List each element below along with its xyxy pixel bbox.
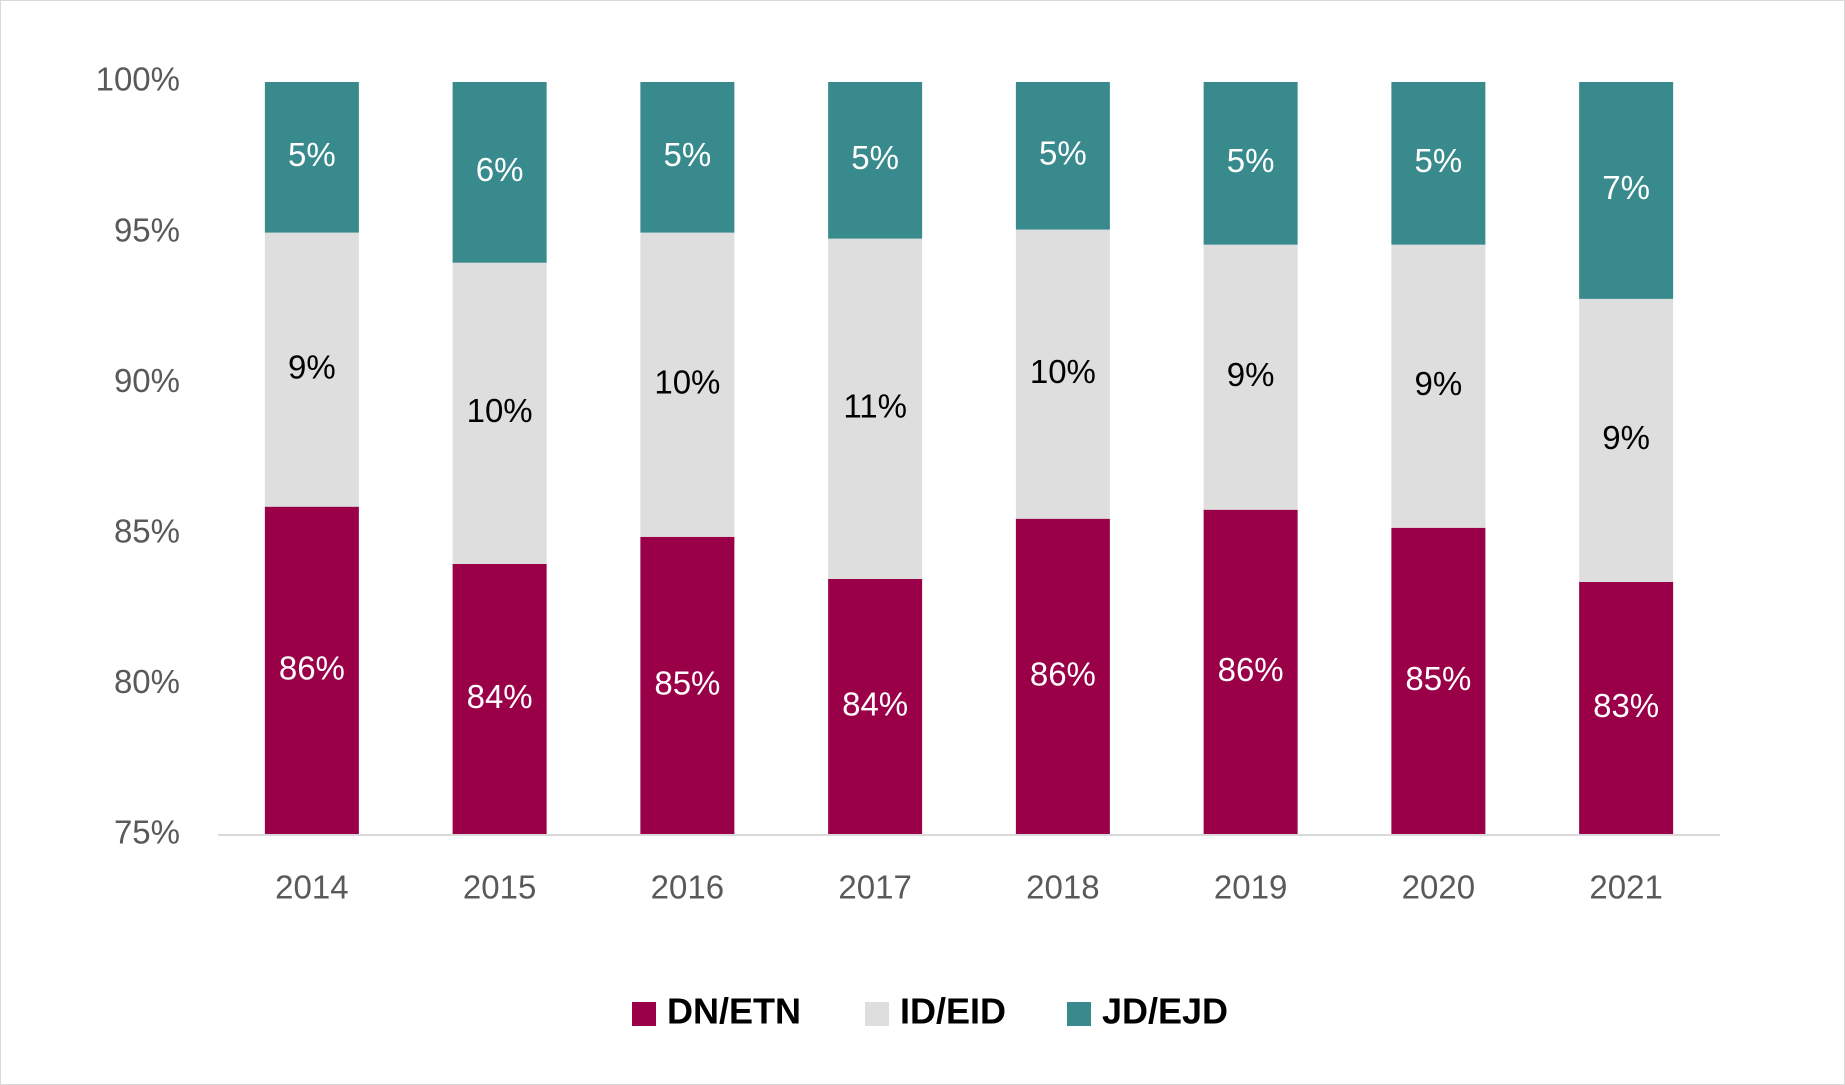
data-label: 5% [664,136,712,173]
x-tick-label: 2018 [1026,869,1099,906]
bar-segment [828,578,923,835]
y-tick-label: 75% [114,814,180,851]
bar-segment [1015,82,1110,230]
legend-marker [632,1002,656,1026]
data-label: 84% [842,686,908,723]
data-label: 86% [1218,651,1284,688]
y-tick-label: 95% [114,211,180,248]
legend-label: DN/ETN [667,991,801,1032]
bar-segment [1579,298,1674,582]
x-tick-label: 2021 [1589,869,1662,906]
x-tick-label: 2020 [1402,869,1475,906]
legend-marker [1067,1002,1091,1026]
data-label: 6% [476,151,524,188]
data-label: 10% [654,363,720,400]
data-label: 10% [1030,353,1096,390]
bar-segment [1015,229,1110,519]
data-label: 83% [1593,687,1659,724]
y-tick-label: 80% [114,663,180,700]
data-label: 85% [1405,660,1471,697]
x-tick-label: 2014 [275,869,348,906]
data-label: 11% [843,388,907,425]
bar-segment [640,82,735,233]
data-label: 5% [1039,135,1087,172]
bar-segment [1579,581,1674,835]
y-tick-label: 100% [96,61,180,98]
bar-segment [1391,527,1486,835]
x-tick-label: 2016 [651,869,724,906]
bar-segment [264,506,359,835]
y-tick-label: 85% [114,513,180,550]
data-label: 9% [1415,365,1463,402]
bar-segment [452,82,547,263]
data-label: 85% [654,665,720,702]
bar-segment [1203,509,1298,835]
bar-segment [1203,244,1298,510]
data-label: 7% [1602,169,1650,206]
bar-segment [640,536,735,835]
data-label: 84% [467,678,533,715]
bar-segment [828,238,923,579]
data-label: 5% [1227,142,1275,179]
data-label: 5% [1415,142,1463,179]
y-tick-label: 90% [114,362,180,399]
legend-marker [865,1002,889,1026]
data-label: 86% [279,650,345,687]
bar-segment [640,232,735,537]
data-label: 9% [288,348,336,385]
x-tick-label: 2017 [838,869,911,906]
x-tick-label: 2019 [1214,869,1287,906]
legend-label: ID/EID [900,991,1006,1032]
bar-segment [1203,82,1298,245]
data-label: 10% [467,392,533,429]
bar-segment [1391,82,1486,245]
bar-segment [452,262,547,564]
bar-segment [452,563,547,835]
bar-segment [264,232,359,507]
legend-label: JD/EJD [1102,991,1228,1032]
x-tick-label: 2015 [463,869,536,906]
bar-segment [1579,82,1674,299]
bar-segment [1391,244,1486,528]
data-label: 9% [1227,356,1275,393]
data-label: 86% [1030,656,1096,693]
bar-segment [1015,518,1110,835]
data-label: 5% [288,136,336,173]
bar-segment [828,82,923,239]
data-label: 5% [851,139,899,176]
bar-segment [264,82,359,233]
data-label: 9% [1602,419,1650,456]
